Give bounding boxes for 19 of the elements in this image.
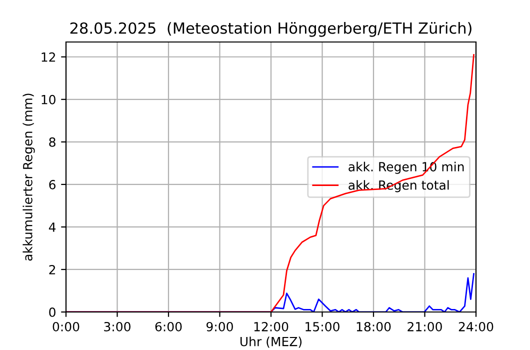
x-tick-label: 6:00 (155, 322, 182, 332)
x-tick-label: 3:00 (104, 322, 130, 332)
y-tick-label: 2 (49, 264, 56, 274)
y-tick-label: 0 (49, 307, 56, 317)
y-tick-label: 10 (42, 94, 56, 104)
x-axis-title: Uhr (MEZ) (240, 336, 302, 348)
x-tick-label: 21:00 (408, 322, 442, 332)
y-tick-label: 8 (49, 137, 56, 147)
x-tick-label: 24:00 (458, 322, 494, 332)
y-tick-label: 12 (42, 52, 56, 62)
y-tick-label: 6 (49, 180, 56, 190)
x-tick-label: 9:00 (206, 322, 233, 332)
y-axis-title: akkumulierter Regen (mm) (22, 94, 35, 261)
x-tick-label: 0:00 (52, 322, 80, 332)
x-tick-label: 18:00 (356, 322, 391, 332)
x-tick-label: 12:00 (254, 322, 288, 332)
y-tick-label: 4 (48, 222, 56, 232)
x-tick-label: 15:00 (306, 322, 340, 332)
chart-title: 28.05.2025 (Meteostation Hönggerberg/ETH Zürich) (70, 22, 472, 37)
